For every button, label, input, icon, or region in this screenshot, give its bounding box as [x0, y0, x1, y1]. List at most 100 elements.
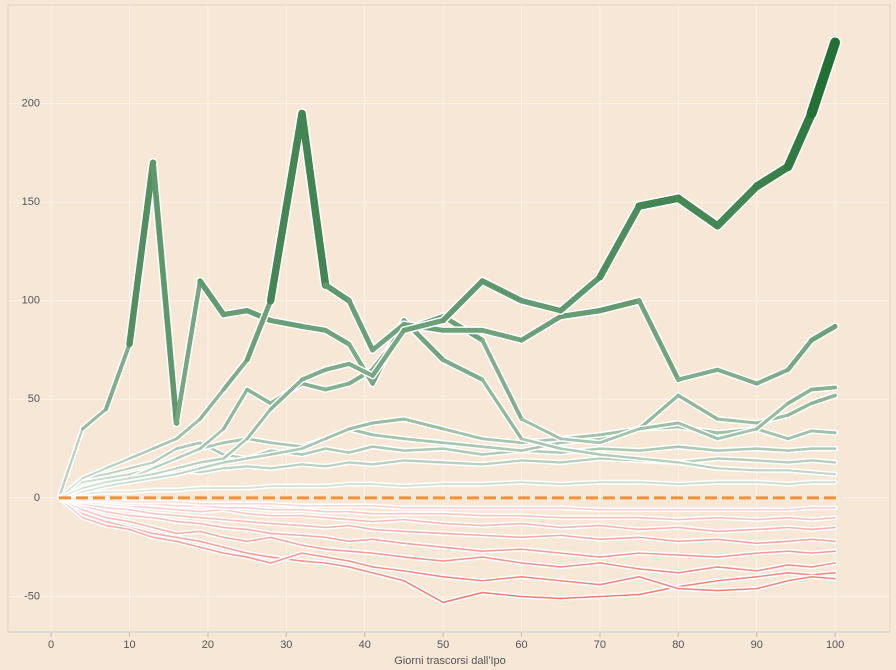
line-segment [105, 481, 131, 488]
line-segment [677, 526, 719, 533]
line-segment [300, 463, 327, 468]
x-axis-title: Giorni trascorsi dall'Ipo [394, 655, 506, 667]
line-segment [635, 194, 683, 210]
line-segment [558, 307, 603, 320]
line-segment [598, 447, 641, 452]
line-segment [198, 387, 226, 421]
line-segment [715, 367, 759, 386]
line-segment [441, 447, 484, 456]
x-tick-label: 30 [280, 639, 292, 651]
line-segment [371, 552, 405, 558]
line-segment [440, 278, 486, 324]
line-segment [298, 109, 330, 289]
line-segment [323, 327, 352, 347]
line-segment [370, 322, 407, 353]
line-segment [57, 427, 84, 500]
line-segment [599, 536, 640, 541]
line-segment [151, 467, 178, 476]
line-segment [301, 544, 327, 550]
line-segment [599, 593, 640, 598]
line-segment [300, 381, 328, 392]
line-segment [371, 459, 406, 466]
line-segment [559, 524, 601, 529]
line-segment [222, 508, 248, 515]
line-segment [403, 556, 444, 562]
line-segment [638, 568, 680, 574]
line-segment [755, 572, 789, 578]
line-segment [755, 401, 790, 431]
line-segment [787, 506, 813, 511]
line-segment [198, 461, 225, 470]
line-segment [810, 550, 836, 554]
x-tick-label: 90 [751, 639, 763, 651]
line-segment [348, 524, 374, 531]
line-segment [597, 298, 642, 314]
line-segment [481, 534, 523, 539]
y-tick-label: 150 [22, 196, 40, 208]
line-segment [198, 427, 225, 451]
line-segment [755, 550, 789, 554]
line-segment [716, 467, 758, 472]
line-segment [346, 361, 375, 378]
line-segment [716, 528, 758, 533]
line-segment [716, 552, 758, 558]
line-segment [81, 508, 107, 519]
line-segment [715, 417, 759, 425]
line-segment [442, 546, 484, 552]
line-segment [128, 520, 154, 529]
line-segment [152, 473, 178, 480]
line-segment [246, 556, 272, 564]
line-segment [324, 556, 350, 562]
x-tick-label: 10 [123, 639, 135, 651]
line-segment [246, 512, 272, 517]
line-segment [403, 579, 444, 604]
line-segment [713, 182, 761, 230]
line-segment [755, 564, 789, 572]
line-segment [244, 298, 274, 363]
line-segment [559, 579, 601, 586]
line-segment [105, 516, 131, 523]
line-segment [150, 159, 180, 426]
line-segment [442, 532, 484, 537]
line-segment [371, 518, 405, 523]
line-segment [480, 377, 524, 441]
line-segment [346, 298, 376, 353]
line-segment [222, 518, 248, 523]
line-segment [674, 194, 722, 230]
line-segment [128, 477, 155, 484]
line-segment [152, 506, 178, 511]
line-segment [104, 473, 131, 480]
x-tick-label: 40 [359, 639, 371, 651]
line-segment [479, 327, 524, 343]
line-segment [637, 445, 680, 452]
line-segment [479, 278, 525, 304]
line-segment [128, 505, 154, 509]
line-segment [810, 572, 836, 576]
line-segment [481, 522, 523, 527]
line-segment [480, 338, 524, 422]
line-segment [174, 278, 203, 426]
line-segment [347, 461, 374, 466]
line-segment [810, 538, 836, 543]
line-segment [596, 202, 643, 281]
line-segment [787, 516, 813, 521]
line-segment [348, 518, 374, 523]
line-segment [151, 447, 178, 464]
line-segment [716, 457, 758, 462]
line-segment [299, 323, 328, 333]
line-segment [324, 562, 350, 568]
x-tick-label: 70 [594, 639, 606, 651]
line-segment [175, 514, 201, 519]
line-segment [221, 387, 249, 431]
line-segment [677, 481, 719, 486]
line-segment [481, 556, 523, 564]
line-segment [81, 481, 107, 489]
line-segment [370, 328, 407, 378]
line-segment [716, 587, 758, 592]
line-segment [152, 532, 178, 539]
line-segment [128, 508, 154, 515]
line-segment [152, 526, 178, 535]
line-segment [559, 562, 601, 568]
line-segment [268, 377, 304, 412]
